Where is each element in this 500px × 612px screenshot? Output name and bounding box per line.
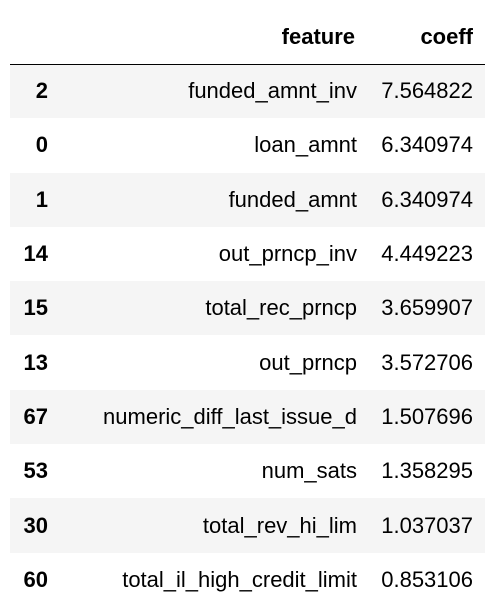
row-index: 53 [10,444,64,498]
index-column-header [10,10,64,64]
coeff-cell: 3.572706 [367,335,485,389]
table-row: 1 funded_amnt 6.340974 [10,173,485,227]
row-index: 60 [10,553,64,607]
feature-cell: out_prncp [64,335,367,389]
feature-column-header: feature [64,10,367,64]
coeff-cell: 1.037037 [367,498,485,552]
table-row: 2 funded_amnt_inv 7.564822 [10,64,485,118]
table-row: 30 total_rev_hi_lim 1.037037 [10,498,485,552]
row-index: 13 [10,335,64,389]
table-row: 0 loan_amnt 6.340974 [10,118,485,172]
coeff-cell: 1.507696 [367,390,485,444]
feature-cell: total_il_high_credit_limit [64,553,367,607]
coeff-cell: 4.449223 [367,227,485,281]
row-index: 1 [10,173,64,227]
row-index: 2 [10,64,64,118]
coeff-cell: 6.340974 [367,173,485,227]
table-row: 15 total_rec_prncp 3.659907 [10,281,485,335]
feature-cell: numeric_diff_last_issue_d [64,390,367,444]
dataframe-table: feature coeff 2 funded_amnt_inv 7.564822… [10,10,485,607]
table-row: 14 out_prncp_inv 4.449223 [10,227,485,281]
feature-cell: total_rec_prncp [64,281,367,335]
coeff-cell: 3.659907 [367,281,485,335]
table-row: 60 total_il_high_credit_limit 0.853106 [10,553,485,607]
row-index: 67 [10,390,64,444]
table-row: 67 numeric_diff_last_issue_d 1.507696 [10,390,485,444]
row-index: 15 [10,281,64,335]
row-index: 14 [10,227,64,281]
feature-cell: funded_amnt_inv [64,64,367,118]
table-row: 13 out_prncp 3.572706 [10,335,485,389]
table-row: 53 num_sats 1.358295 [10,444,485,498]
feature-cell: out_prncp_inv [64,227,367,281]
feature-cell: total_rev_hi_lim [64,498,367,552]
feature-cell: num_sats [64,444,367,498]
row-index: 30 [10,498,64,552]
feature-cell: loan_amnt [64,118,367,172]
coeff-cell: 6.340974 [367,118,485,172]
coeff-column-header: coeff [367,10,485,64]
row-index: 0 [10,118,64,172]
coeff-cell: 1.358295 [367,444,485,498]
feature-cell: funded_amnt [64,173,367,227]
header-row: feature coeff [10,10,485,64]
coeff-cell: 7.564822 [367,64,485,118]
coeff-cell: 0.853106 [367,553,485,607]
